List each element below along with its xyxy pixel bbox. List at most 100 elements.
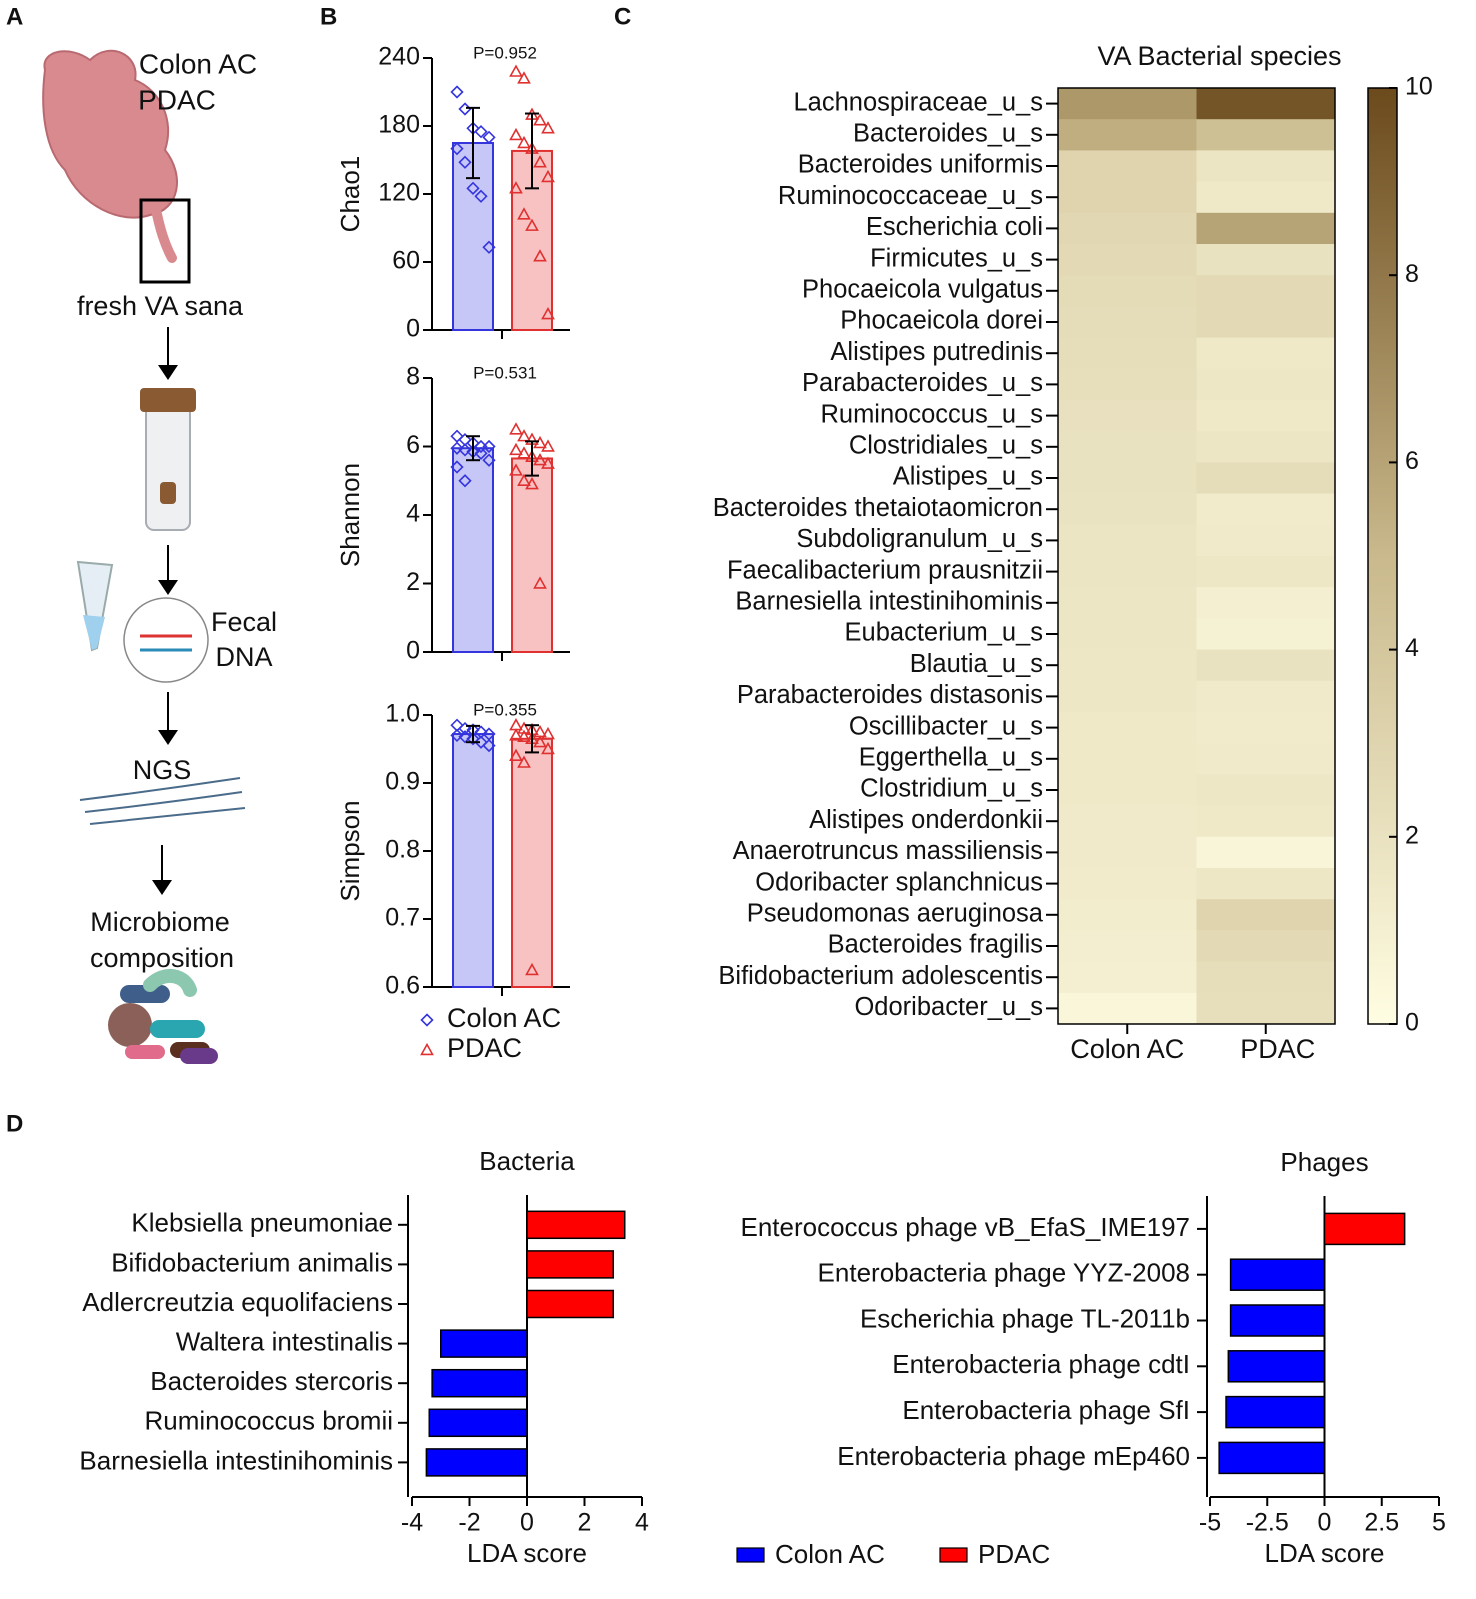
row-label: Ruminococcus_u_s: [820, 400, 1043, 428]
heatmap-cell: [1196, 275, 1336, 307]
legend-label: Colon AC: [775, 1539, 885, 1569]
x-axis-label: LDA score: [1265, 1538, 1385, 1568]
bar: [1227, 1350, 1326, 1383]
error-bar: [525, 724, 539, 754]
bar: [1229, 1304, 1326, 1337]
step-label: NGS: [133, 755, 192, 785]
data-point: [517, 755, 531, 768]
colorbar-tick-label: 6: [1405, 447, 1419, 475]
y-tick-label: Bifidobacterium animalis: [111, 1247, 393, 1277]
illustration-text: Colon AC PDAC fresh VA sana Fecal DNA NG…: [6, 3, 631, 1137]
heatmap-cell: [1058, 961, 1197, 994]
step-label: DNA: [215, 642, 272, 672]
microbes: [108, 969, 218, 1064]
data-point: [474, 125, 488, 139]
bar: [1229, 1258, 1326, 1291]
data-point: [450, 441, 464, 455]
sample: [160, 482, 176, 504]
column-label: PDAC: [1240, 1034, 1315, 1064]
bar: [511, 737, 553, 988]
heatmap-cell: [1058, 618, 1197, 651]
x-tick-label: 0: [1318, 1509, 1332, 1537]
data-point: [541, 456, 555, 469]
heatmap-cell: [1058, 462, 1197, 495]
legend-swatch: [939, 1547, 968, 1563]
heatmap-cell: [1196, 992, 1336, 1025]
data-point: [482, 130, 496, 144]
row-label: Alistipes_u_s: [893, 463, 1043, 491]
heatmap-cell: [1058, 805, 1197, 838]
data-point: [517, 721, 531, 734]
heatmap-cell: [1196, 88, 1336, 120]
row-label: Lachnospiraceae_u_s: [793, 88, 1043, 116]
data-point: [458, 730, 472, 744]
data-point: [517, 71, 531, 84]
data-point: [533, 435, 547, 449]
bar: [1323, 1212, 1406, 1246]
colorbar-tick-label: 0: [1405, 1009, 1419, 1037]
legend-label: PDAC: [447, 1033, 522, 1063]
legend-label: Colon AC: [447, 1003, 561, 1033]
data-point: [509, 64, 523, 77]
data-point: [517, 207, 531, 220]
microtube-liquid: [83, 615, 105, 650]
data-point: [541, 306, 555, 320]
data-point: [482, 439, 496, 454]
data-point: [458, 474, 472, 488]
x-tick-label: -5: [1199, 1509, 1221, 1537]
data-point: [482, 738, 496, 753]
heatmap-cell: [1196, 337, 1336, 370]
panel-label: C: [614, 3, 631, 30]
y-tick-label: 0: [406, 637, 420, 665]
y-tick-label: Klebsiella pneumoniae: [131, 1208, 393, 1238]
heatmap-cell: [1058, 368, 1197, 401]
heatmap-cell: [1196, 493, 1336, 526]
heatmap-cell: [1058, 712, 1197, 744]
y-tick-label: Adlercreutzia equolifaciens: [82, 1287, 393, 1317]
heatmap-frame: [1057, 87, 1336, 1025]
data-point: [450, 85, 464, 99]
heatmap-cell: [1196, 400, 1336, 432]
y-tick-label: 1.0: [385, 700, 420, 728]
x-tick-label: 4: [635, 1509, 649, 1537]
data-point: [533, 735, 547, 748]
heatmap-cell: [1058, 431, 1197, 463]
bar: [526, 1250, 614, 1279]
error-bar: [466, 435, 480, 462]
heatmap-cell: [1196, 899, 1336, 931]
bar: [526, 1289, 614, 1319]
y-tick-label: Enterococcus phage vB_EfaS_IME197: [740, 1212, 1190, 1242]
heatmap-cell: [1196, 930, 1336, 963]
data-point: [450, 728, 464, 743]
heatmap-cell: [1196, 212, 1336, 245]
data-point: [509, 442, 523, 456]
heatmap-cell: [1196, 556, 1336, 588]
y-tick-label: Enterobacteria phage SfI: [902, 1395, 1190, 1425]
heatmap-cell: [1196, 181, 1336, 214]
bar: [452, 447, 494, 653]
row-label: Alistipes onderdonkii: [809, 806, 1043, 834]
row-label: Bacteroides fragilis: [828, 931, 1043, 959]
x-axis-label: LDA score: [467, 1538, 587, 1568]
y-tick-label: 4: [406, 500, 420, 528]
data-point: [458, 102, 472, 116]
step-label: Fecal: [211, 607, 277, 637]
data-point: [517, 135, 531, 149]
error-bar: [466, 106, 480, 180]
data-point: [533, 576, 547, 589]
data-point: [517, 446, 531, 459]
data-point: [450, 460, 464, 474]
colorbar: [1367, 87, 1398, 1025]
data-point: [466, 732, 480, 746]
row-label: Bacteroides uniformis: [798, 151, 1043, 179]
heatmap-cell: [1196, 961, 1336, 994]
y-tick-label: Escherichia phage TL-2011b: [860, 1303, 1190, 1333]
heatmap-cell: [1196, 712, 1336, 744]
row-label: Blautia_u_s: [910, 650, 1043, 678]
appendix: [150, 200, 177, 263]
x-tick-label: 2.5: [1364, 1509, 1399, 1537]
row-label: Oscillibacter_u_s: [849, 712, 1043, 740]
arrow-heads: [152, 365, 178, 895]
y-tick-label: 0.8: [385, 836, 420, 864]
panel-label: A: [6, 3, 23, 30]
